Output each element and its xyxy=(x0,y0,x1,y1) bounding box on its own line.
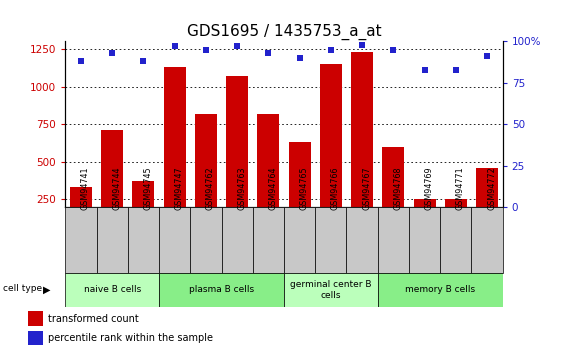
Bar xyxy=(132,181,154,207)
Point xyxy=(451,67,460,72)
Text: GSM94763: GSM94763 xyxy=(237,167,246,210)
Text: GSM94745: GSM94745 xyxy=(144,167,152,210)
Bar xyxy=(346,207,378,273)
Text: ▶: ▶ xyxy=(43,285,51,295)
Text: GSM94769: GSM94769 xyxy=(424,167,433,210)
Point xyxy=(233,43,242,49)
Bar xyxy=(414,199,436,207)
Point xyxy=(420,67,429,72)
Bar xyxy=(378,273,503,307)
Bar xyxy=(289,142,311,207)
Bar xyxy=(128,207,159,273)
Bar xyxy=(222,207,253,273)
Bar xyxy=(253,207,284,273)
Bar xyxy=(101,130,123,207)
Bar xyxy=(284,207,315,273)
Text: transformed count: transformed count xyxy=(48,314,139,324)
Text: GSM94747: GSM94747 xyxy=(175,167,183,210)
Point xyxy=(139,59,148,64)
Bar xyxy=(226,76,248,207)
Bar xyxy=(471,207,503,273)
Text: GSM94767: GSM94767 xyxy=(362,167,371,210)
Point xyxy=(264,50,273,56)
Bar xyxy=(445,199,467,207)
Text: cell type: cell type xyxy=(3,284,43,293)
Bar xyxy=(351,52,373,207)
Text: GSM94741: GSM94741 xyxy=(81,167,90,210)
Bar xyxy=(378,207,409,273)
Point xyxy=(358,42,367,48)
Bar xyxy=(382,147,404,207)
Bar xyxy=(195,114,217,207)
Bar xyxy=(409,207,440,273)
Bar xyxy=(97,207,128,273)
Text: memory B cells: memory B cells xyxy=(405,285,475,294)
Text: GSM94765: GSM94765 xyxy=(300,167,308,210)
Bar xyxy=(28,311,43,326)
Bar xyxy=(65,273,159,307)
Bar xyxy=(440,207,471,273)
Text: GSM94744: GSM94744 xyxy=(112,167,121,210)
Text: GSM94768: GSM94768 xyxy=(393,167,402,210)
Text: germinal center B
cells: germinal center B cells xyxy=(290,280,371,299)
Bar xyxy=(257,114,279,207)
Bar xyxy=(28,331,43,345)
Title: GDS1695 / 1435753_a_at: GDS1695 / 1435753_a_at xyxy=(187,24,381,40)
Point xyxy=(326,47,335,52)
Point xyxy=(108,50,117,56)
Bar xyxy=(190,207,222,273)
Text: GSM94772: GSM94772 xyxy=(487,167,496,210)
Bar xyxy=(284,273,378,307)
Point xyxy=(170,43,179,49)
Bar xyxy=(159,273,284,307)
Point xyxy=(483,53,492,59)
Bar xyxy=(320,64,342,207)
Bar xyxy=(476,168,498,207)
Point xyxy=(202,47,211,52)
Point xyxy=(76,59,86,64)
Bar xyxy=(65,207,97,273)
Text: GSM94764: GSM94764 xyxy=(268,167,277,210)
Text: percentile rank within the sample: percentile rank within the sample xyxy=(48,333,213,343)
Text: GSM94762: GSM94762 xyxy=(206,167,215,210)
Bar xyxy=(315,207,346,273)
Text: GSM94766: GSM94766 xyxy=(331,167,340,210)
Bar xyxy=(164,67,186,207)
Text: GSM94771: GSM94771 xyxy=(456,167,465,210)
Point xyxy=(295,55,304,61)
Text: naive B cells: naive B cells xyxy=(83,285,141,294)
Text: plasma B cells: plasma B cells xyxy=(189,285,254,294)
Point xyxy=(389,47,398,52)
Bar xyxy=(159,207,190,273)
Bar xyxy=(70,187,92,207)
